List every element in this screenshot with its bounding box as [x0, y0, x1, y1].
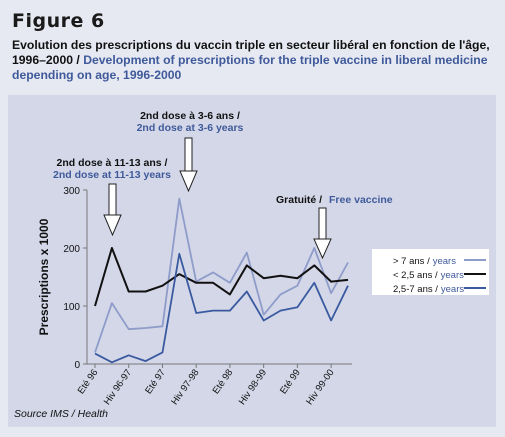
legend-label: < 2,5 ans / years: [393, 270, 464, 281]
annotation-11-13-en: 2nd dose at 11-13 years: [53, 169, 171, 181]
legend-label-en: years: [433, 256, 456, 267]
caption-french: Evolution des prescriptions du vaccin tr…: [12, 38, 490, 67]
legend-label: 2,5-7 ans / years: [393, 284, 464, 295]
x-tick-label: Eté 98: [211, 367, 236, 396]
annotation-free-vaccine: Gratuité / Free vaccine: [276, 194, 393, 206]
legend-label-fr: > 7 ans /: [393, 256, 430, 267]
legend-label-fr: < 2,5 ans /: [393, 270, 438, 281]
legend-label: > 7 ans / years: [393, 256, 456, 267]
y-tick-label: 0: [74, 360, 80, 371]
x-tick-label: Hiv 97-98: [169, 367, 201, 407]
annotation-free-en: Free vaccine: [329, 194, 393, 206]
figure-label: Figure 6: [12, 10, 105, 32]
series-line: [94, 252, 349, 364]
annotation-3-6-fr: 2nd dose à 3-6 ans /: [140, 110, 240, 122]
arrow-icon: [313, 207, 332, 260]
legend-label-fr: 2,5-7 ans /: [393, 284, 438, 295]
source-note: Source IMS / Health: [14, 408, 108, 420]
x-tick-label: Hiv 99-00: [304, 367, 336, 407]
series-line: [94, 197, 349, 353]
arrow-icon: [103, 183, 122, 237]
figure-caption: Evolution des prescriptions du vaccin tr…: [12, 38, 497, 83]
legend-label-en: years: [441, 270, 464, 281]
caption-separator: /: [73, 53, 84, 67]
x-tick-label: Eté 96: [76, 367, 101, 396]
x-tick-label: Hiv 98-99: [237, 367, 269, 407]
x-tick-label: Eté 99: [278, 367, 303, 396]
x-tick-label: Hiv 96-97: [102, 367, 134, 407]
y-tick-label: 300: [63, 186, 80, 197]
annotation-free-fr: Gratuité /: [276, 194, 322, 206]
annotation-3-6-en: 2nd dose at 3-6 years: [137, 122, 244, 134]
y-tick-label: 100: [63, 302, 80, 313]
legend-label-en: years: [441, 284, 464, 295]
y-axis-title: Prescriptions x 1000: [37, 218, 51, 335]
arrow-icon: [179, 137, 198, 193]
series-line: [94, 247, 349, 307]
y-tick-label: 200: [63, 244, 80, 255]
x-tick-label: Eté 97: [143, 367, 168, 396]
annotation-11-13-fr: 2nd dose à 11-13 ans /: [57, 157, 168, 169]
caption-english: Development of prescriptions for the tri…: [12, 53, 488, 82]
